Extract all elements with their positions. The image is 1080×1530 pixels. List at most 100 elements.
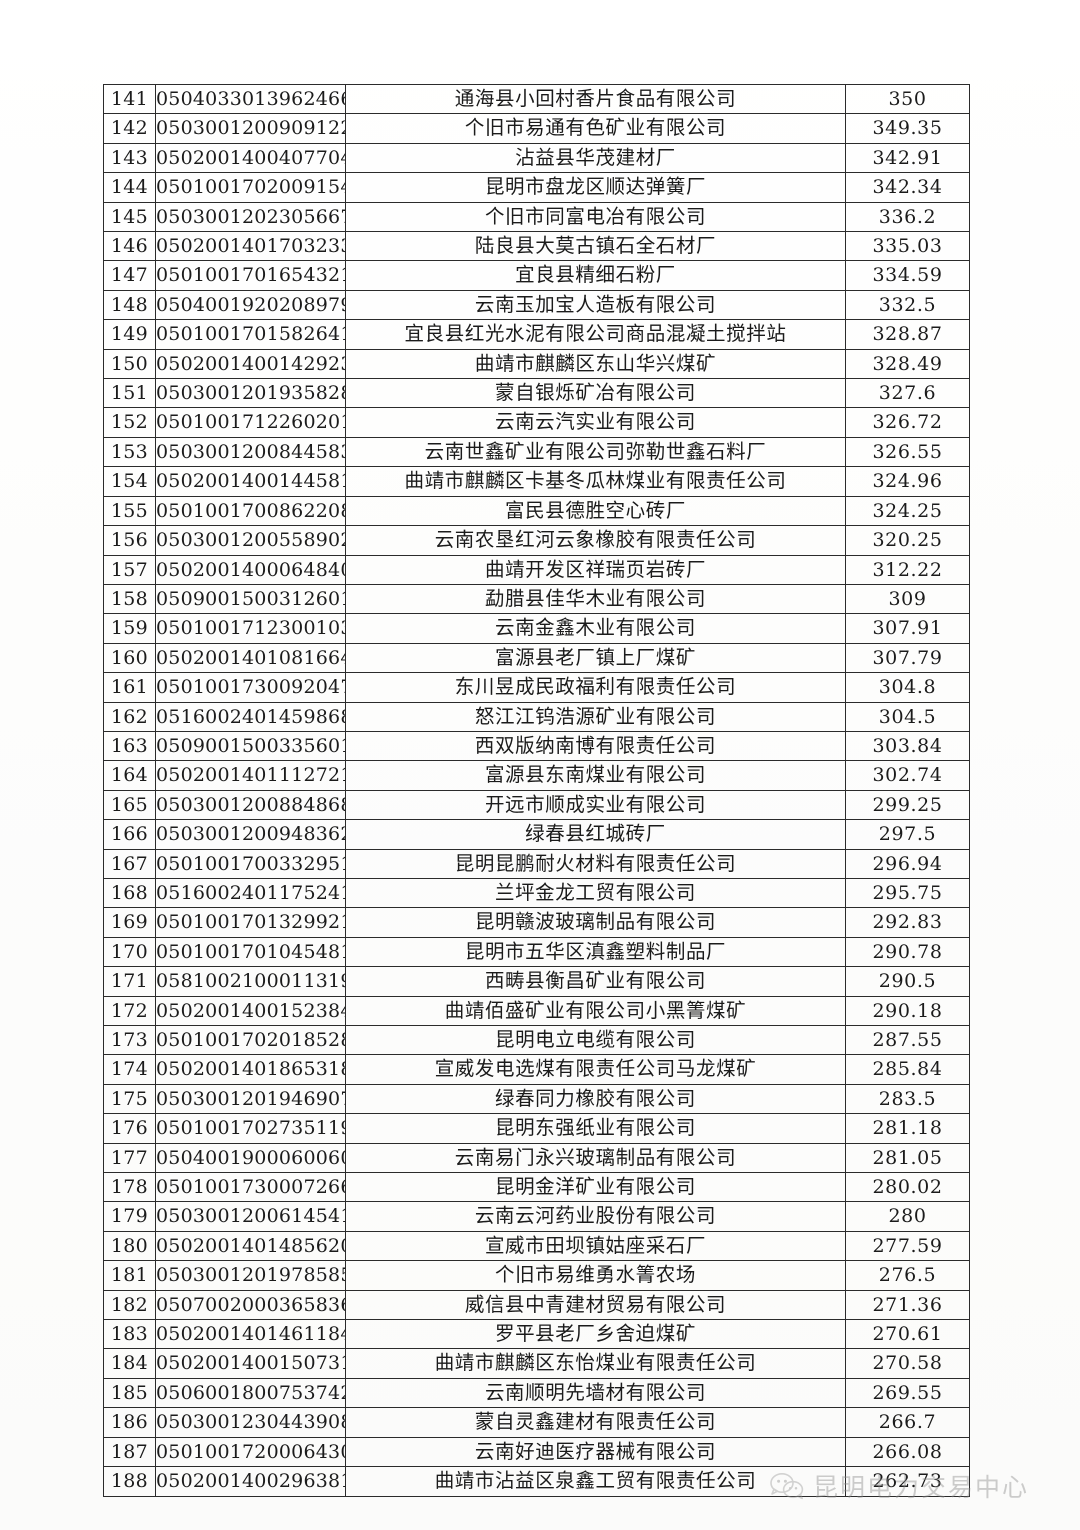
table-row: 180 0502001401485620 宣威市田坝镇姑座采石厂 277.59	[103, 1230, 970, 1262]
cell-index: 152	[103, 407, 156, 438]
cell-name: 蒙自灵鑫建材有限责任公司	[345, 1407, 846, 1438]
table-row: 176 0501001702735119 昆明东强纸业有限公司 281.18	[103, 1113, 970, 1144]
cell-index: 185	[103, 1377, 156, 1409]
cell-id: 0502001400296381	[155, 1466, 346, 1497]
cell-value: 312.22	[845, 554, 970, 585]
cell-index: 165	[103, 789, 156, 821]
cell-name: 宣威发电选煤有限责任公司马龙煤矿	[345, 1054, 846, 1085]
cell-index: 162	[103, 701, 156, 732]
table-row: 162 0516002401459868 怒江江钨浩源矿业有限公司 304.5	[103, 701, 970, 732]
cell-id: 0501001701045481	[155, 936, 346, 968]
table-row: 177 0504001900060060 云南易门永兴玻璃制品有限公司 281.05	[103, 1142, 970, 1174]
table-row: 145 0503001202305667 个旧市同富电冶有限公司 336.2	[103, 201, 970, 233]
cell-id: 0502001400142923	[155, 348, 346, 380]
cell-value: 292.83	[845, 907, 970, 938]
cell-name: 宜良县红光水泥有限公司商品混凝土搅拌站	[345, 319, 846, 350]
cell-value: 336.2	[845, 201, 970, 233]
cell-name: 曲靖市麒麟区东山华兴煤矿	[345, 348, 846, 380]
table-row: 146 0502001401703233 陆良县大莫古镇石全石材厂 335.03	[103, 231, 970, 262]
cell-index: 153	[103, 436, 156, 468]
cell-value: 297.5	[845, 819, 970, 850]
cell-index: 159	[103, 613, 156, 644]
cell-id: 0504001900060060	[155, 1142, 346, 1174]
table-row: 141 0504033013962466 通海县小回村香片食品有限公司 350	[103, 83, 970, 115]
cell-id: 0502001401112721	[155, 760, 346, 791]
table-row: 158 0509001500312601 勐腊县佳华木业有限公司 309	[103, 583, 970, 615]
cell-name: 罗平县老厂乡舍迫煤矿	[345, 1319, 846, 1350]
cell-name: 通海县小回村香片食品有限公司	[345, 83, 846, 115]
cell-name: 云南好迪医疗器械有限公司	[345, 1436, 846, 1468]
table-row: 153 0503001200844583 云南世鑫矿业有限公司弥勒世鑫石料厂 326.…	[103, 436, 970, 468]
cell-name: 昆明金洋矿业有限公司	[345, 1172, 846, 1203]
cell-index: 145	[103, 201, 156, 233]
table-row: 159 0501001712300103 云南金鑫木业有限公司 307.91	[103, 613, 970, 644]
cell-index: 177	[103, 1142, 156, 1174]
table-row: 160 0502001401081664 富源县老厂镇上厂煤矿 307.79	[103, 642, 970, 674]
cell-id: 0503001201946907	[155, 1083, 346, 1115]
cell-id: 0501001730092047	[155, 672, 346, 703]
cell-index: 173	[103, 1024, 156, 1056]
cell-id: 0501001712260201	[155, 407, 346, 438]
cell-value: 270.58	[845, 1348, 970, 1379]
cell-value: 281.05	[845, 1142, 970, 1174]
cell-id: 0509001500335601	[155, 730, 346, 762]
cell-index: 168	[103, 877, 156, 909]
cell-index: 179	[103, 1201, 156, 1232]
cell-id: 0502001401703233	[155, 231, 346, 262]
cell-name: 曲靖市麒麟区东怡煤业有限责任公司	[345, 1348, 846, 1379]
cell-id: 0501001700862208	[155, 495, 346, 527]
wechat-icon	[770, 1472, 804, 1500]
table-row: 164 0502001401112721 富源县东南煤业有限公司 302.74	[103, 760, 970, 791]
table-row: 167 0501001700332951 昆明昆鹏耐火材料有限责任公司 296.94	[103, 848, 970, 879]
table-body: 141 0504033013962466 通海县小回村香片食品有限公司 350 142 0…	[103, 83, 970, 1497]
cell-name: 陆良县大莫古镇石全石材厂	[345, 231, 846, 262]
cell-id: 0506001800753742	[155, 1377, 346, 1409]
cell-index: 161	[103, 672, 156, 703]
cell-name: 富源县老厂镇上厂煤矿	[345, 642, 846, 674]
table-row: 144 0501001702009154 昆明市盘龙区顺达弹簧厂 342.34	[103, 172, 970, 203]
cell-name: 云南金鑫木业有限公司	[345, 613, 846, 644]
cell-name: 个旧市易通有色矿业有限公司	[345, 113, 846, 144]
cell-id: 0501001701582641	[155, 319, 346, 350]
cell-index: 143	[103, 142, 156, 174]
cell-name: 怒江江钨浩源矿业有限公司	[345, 701, 846, 732]
table-row: 187 0501001720006430 云南好迪医疗器械有限公司 266.08	[103, 1436, 970, 1468]
cell-value: 285.84	[845, 1054, 970, 1085]
cell-name: 兰坪金龙工贸有限公司	[345, 877, 846, 909]
cell-index: 158	[103, 583, 156, 615]
cell-value: 270.61	[845, 1319, 970, 1350]
cell-id: 0503001200884868	[155, 789, 346, 821]
cell-value: 280.02	[845, 1172, 970, 1203]
cell-name: 沾益县华茂建材厂	[345, 142, 846, 174]
cell-index: 176	[103, 1113, 156, 1144]
cell-value: 324.96	[845, 466, 970, 497]
cell-id: 0502001401485620	[155, 1230, 346, 1262]
cell-value: 326.72	[845, 407, 970, 438]
cell-value: 269.55	[845, 1377, 970, 1409]
cell-index: 171	[103, 966, 156, 997]
table-row: 179 0503001200614541 云南云河药业股份有限公司 280	[103, 1201, 970, 1232]
cell-value: 266.08	[845, 1436, 970, 1468]
cell-id: 0501001702018528	[155, 1024, 346, 1056]
cell-id: 0516002401175241	[155, 877, 346, 909]
cell-id: 0503001202305667	[155, 201, 346, 233]
cell-name: 云南云河药业股份有限公司	[345, 1201, 846, 1232]
cell-id: 0503001201978585	[155, 1260, 346, 1291]
cell-index: 160	[103, 642, 156, 674]
cell-name: 昆明赣波玻璃制品有限公司	[345, 907, 846, 938]
cell-id: 0502001400064840	[155, 554, 346, 585]
cell-index: 178	[103, 1172, 156, 1203]
cell-id: 0503001230443908	[155, 1407, 346, 1438]
cell-index: 155	[103, 495, 156, 527]
cell-name: 绿春县红城砖厂	[345, 819, 846, 850]
cell-id: 0502001401865318	[155, 1054, 346, 1085]
cell-id: 0501001720006430	[155, 1436, 346, 1468]
cell-name: 云南玉加宝人造板有限公司	[345, 289, 846, 321]
table-row: 181 0503001201978585 个旧市易维勇水箐农场 276.5	[103, 1260, 970, 1291]
cell-value: 276.5	[845, 1260, 970, 1291]
cell-id: 0501001702735119	[155, 1113, 346, 1144]
cell-index: 180	[103, 1230, 156, 1262]
table-row: 178 0501001730007266 昆明金洋矿业有限公司 280.02	[103, 1172, 970, 1203]
cell-id: 0504001920208979	[155, 289, 346, 321]
table-row: 186 0503001230443908 蒙自灵鑫建材有限责任公司 266.7	[103, 1407, 970, 1438]
